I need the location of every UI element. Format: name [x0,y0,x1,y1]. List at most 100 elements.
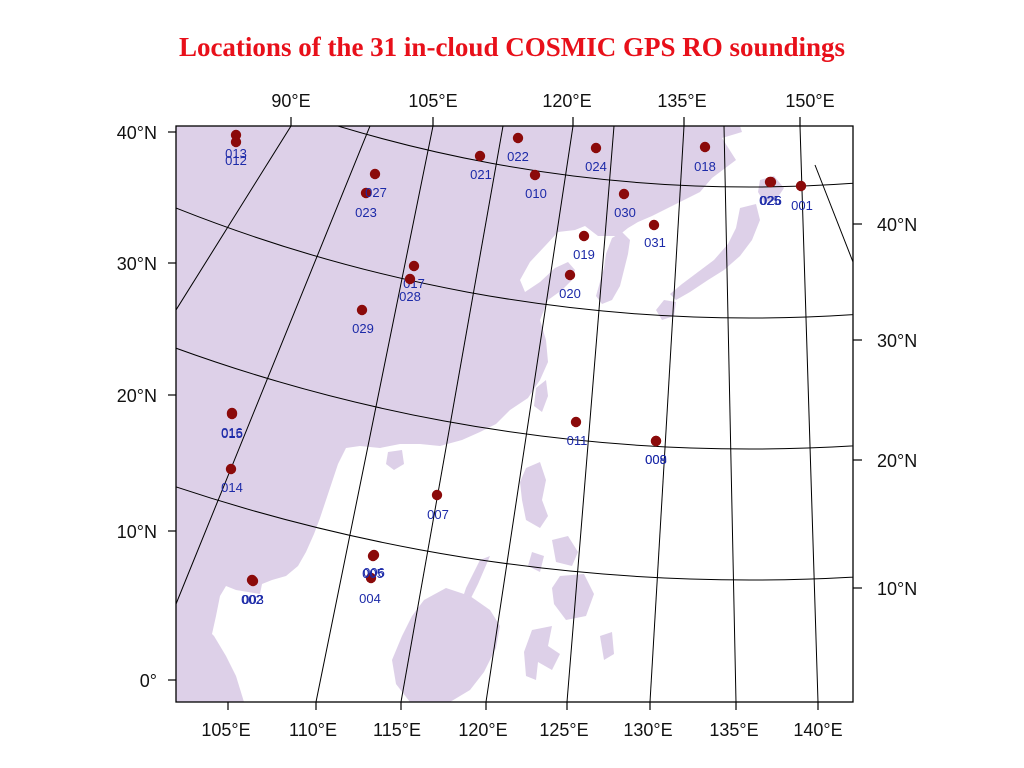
sounding-id-label: 009 [645,452,667,467]
lon-label: 150°E [785,91,834,111]
sounding-marker [590,142,602,154]
lon-label: 120°E [458,720,507,740]
lon-label: 135°E [709,720,758,740]
latitude-line [336,126,853,188]
sounding-id-label: 007 [427,507,449,522]
sounding-marker [564,269,576,281]
land-philippines-south [528,536,594,620]
sounding-id-label: 021 [470,167,492,182]
sounding-marker [699,141,711,153]
meridian-line [649,126,685,702]
meridian-line [400,126,504,702]
sounding-marker [368,549,380,561]
frame-ticks [168,117,862,710]
lon-label: 125°E [539,720,588,740]
lon-label: 135°E [657,91,706,111]
lon-label: 90°E [271,91,310,111]
lon-label: 105°E [201,720,250,740]
meridian-line [566,126,615,702]
land-borneo [392,588,500,702]
meridian-line [799,126,819,702]
sounding-marker [247,575,259,587]
lon-label: 130°E [623,720,672,740]
land-luzon [520,462,548,528]
meridian-line [723,126,737,702]
meridian-line [485,126,574,702]
lat-label: 10°N [117,522,157,542]
sounding-id-label: 019 [573,247,595,262]
sounding-marker [365,572,377,584]
lon-label: 110°E [289,720,337,740]
sounding-id-label: 005 [362,566,384,581]
land-sulawesi [524,626,560,680]
sounding-marker [431,489,443,501]
sounding-id-label: 020 [559,286,581,301]
sounding-marker [795,180,807,192]
sounding-id-label: 023 [355,205,377,220]
lon-label: 105°E [408,91,457,111]
latitude-line [0,0,1024,56]
sounding-id-label: 004 [359,591,381,606]
lat-label: 0° [140,671,157,691]
sounding-id-label: 003 [242,592,264,607]
sounding-id-label: 022 [507,149,529,164]
sounding-marker [360,187,372,199]
right-latitude-labels: 40°N 30°N 20°N 10°N [877,215,917,599]
sounding-marker [356,304,368,316]
sounding-id-label: 025 [759,193,781,208]
land-halmahera [600,632,614,660]
bottom-longitude-labels: 105°E 110°E 115°E 120°E 125°E 130°E 135°E 140°E [201,720,842,740]
sounding-marker [369,168,381,180]
latitude-line [176,347,853,450]
land-sumatra [176,604,244,702]
lat-label: 10°N [877,579,917,599]
meridian-line [814,164,853,263]
lat-label: 30°N [117,254,157,274]
lat-label: 20°N [117,386,157,406]
graticule [0,0,1024,702]
sounding-id-label: 008 [645,452,667,467]
latitude-line [176,207,853,319]
lon-label: 115°E [373,720,421,740]
sounding-id-label: 015 [221,426,243,441]
sounding-marker [474,150,486,162]
sounding-marker [512,132,524,144]
left-latitude-labels: 40°N 30°N 20°N 10°N 0° [117,123,157,691]
sounding-id-label: 016 [221,425,243,440]
sounding-id-label: 030 [614,205,636,220]
sounding-id-label: 029 [352,321,374,336]
lat-label: 40°N [117,123,157,143]
land-palawan [460,556,490,606]
sounding-id-label: 010 [525,186,547,201]
land-areas [176,126,784,702]
sounding-marker [618,188,630,200]
meridian-line [176,126,371,605]
sounding-marker [648,219,660,231]
sounding-id-label: 011 [567,433,588,448]
sounding-marker [570,416,582,428]
sounding-marker [404,273,416,285]
map-frame [175,125,854,703]
sounding-id-label: 031 [644,235,666,250]
sounding-id-label: 028 [399,289,421,304]
sounding-marker [765,176,777,188]
map-title: Locations of the 31 in-cloud COSMIC GPS … [178,32,846,62]
sounding-id-label: 001 [791,198,813,213]
latitude-line [176,486,853,581]
sounding-id-label: 006 [363,565,385,580]
lat-label: 20°N [877,451,917,471]
top-longitude-labels: 90°E 105°E 120°E 135°E 150°E [271,91,834,111]
land-taiwan [534,380,548,412]
sounding-marker [230,129,242,141]
sounding-id-label: 014 [221,480,243,495]
sounding-marker [408,260,420,272]
lat-label: 30°N [877,331,917,351]
land-asia-mainland [176,126,742,680]
sounding-marker [226,407,238,419]
meridian-line [315,126,434,702]
land-korea [596,232,630,304]
sounding-marker [529,169,541,181]
land-japan-honshu [670,204,760,300]
